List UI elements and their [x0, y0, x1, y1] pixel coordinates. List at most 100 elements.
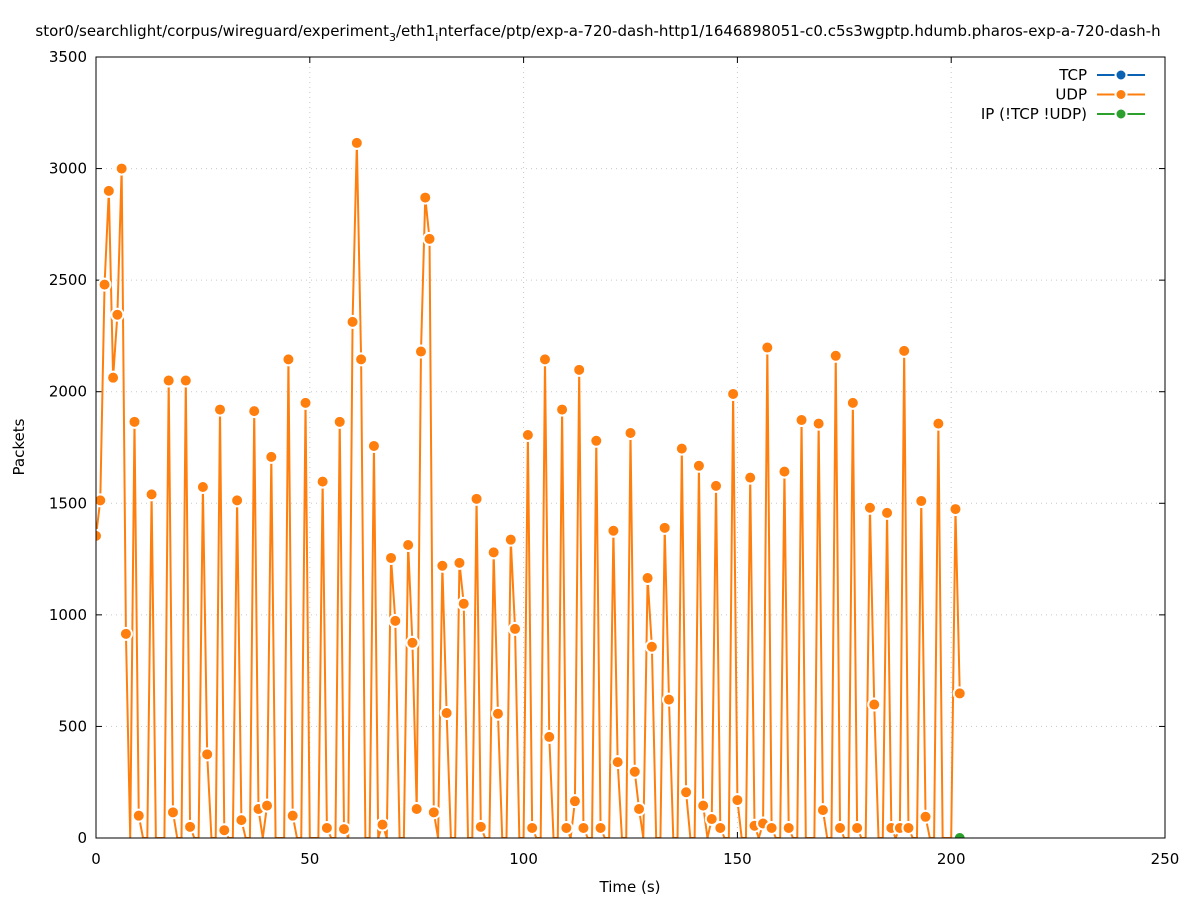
- udp-data-point: [247, 404, 262, 419]
- udp-data-point: [456, 596, 471, 611]
- udp-data-point: [815, 803, 830, 818]
- x-tick-label: 200: [937, 850, 966, 868]
- udp-data-point: [679, 785, 694, 800]
- udp-data-point: [97, 277, 112, 292]
- udp-data-point: [388, 613, 403, 628]
- y-tick-label: 2500: [49, 271, 87, 289]
- udp-data-point: [144, 487, 159, 502]
- udp-data-point: [366, 438, 381, 453]
- udp-data-point: [422, 231, 437, 246]
- udp-data-point: [537, 352, 552, 367]
- udp-data-point: [161, 373, 176, 388]
- udp-data-point: [713, 820, 728, 835]
- x-tick-label: 50: [300, 850, 319, 868]
- title-part: stor0/searchlight/corpus/wireguard/exper…: [35, 22, 389, 40]
- udp-data-point: [486, 545, 501, 560]
- udp-data-point: [106, 370, 121, 385]
- udp-data-point: [405, 635, 420, 650]
- udp-data-point: [850, 820, 865, 835]
- udp-data-point: [96, 528, 103, 543]
- udp-data-point: [555, 402, 570, 417]
- udp-data-point: [96, 493, 108, 508]
- legend-label-ip-tcp-udp: IP (!TCP !UDP): [981, 105, 1087, 123]
- udp-data-point: [337, 822, 352, 837]
- udp-data-point: [623, 425, 638, 440]
- udp-data-point: [632, 801, 647, 816]
- udp-data-point: [828, 348, 843, 363]
- udp-data-point: [469, 491, 484, 506]
- udp-data-point: [490, 706, 505, 721]
- udp-data-point: [332, 414, 347, 429]
- udp-data-point: [435, 558, 450, 573]
- udp-data-point: [127, 414, 142, 429]
- udp-data-point: [914, 494, 929, 509]
- udp-data-point: [610, 755, 625, 770]
- udp-data-point: [114, 161, 129, 176]
- x-tick-label: 250: [1151, 850, 1180, 868]
- udp-data-point: [401, 538, 416, 553]
- udp-data-point: [760, 340, 775, 355]
- udp-data-point: [319, 820, 334, 835]
- title-subscript: i: [435, 31, 438, 44]
- udp-data-point: [384, 550, 399, 565]
- udp-data-point: [375, 817, 390, 832]
- udp-data-point: [165, 805, 180, 820]
- x-tick-label: 150: [723, 850, 752, 868]
- udp-data-point: [781, 820, 796, 835]
- udp-data-point: [691, 458, 706, 473]
- udp-data-point: [178, 373, 193, 388]
- udp-data-point: [452, 555, 467, 570]
- udp-data-point: [931, 416, 946, 431]
- udp-data-point: [349, 135, 364, 150]
- y-axis-label: Packets: [10, 418, 28, 475]
- udp-data-point: [298, 395, 313, 410]
- legend-label-tcp: TCP: [1058, 66, 1087, 84]
- udp-data-point: [230, 493, 245, 508]
- udp-data-point: [880, 505, 895, 520]
- y-tick-label: 3500: [49, 48, 87, 66]
- udp-data-point: [354, 352, 369, 367]
- udp-data-point: [764, 820, 779, 835]
- legend-label-udp: UDP: [1055, 86, 1087, 104]
- udp-data-point: [730, 793, 745, 808]
- udp-data-point: [213, 402, 228, 417]
- chart-title: stor0/searchlight/corpus/wireguard/exper…: [35, 22, 1160, 44]
- udp-data-point: [520, 428, 535, 443]
- udp-data-point: [777, 464, 792, 479]
- udp-data-point: [576, 820, 591, 835]
- udp-data-point: [948, 502, 963, 517]
- udp-data-point: [345, 314, 360, 329]
- x-tick-label: 100: [509, 850, 538, 868]
- udp-data-point: [217, 823, 232, 838]
- y-tick-label: 3000: [49, 160, 87, 178]
- udp-data-point: [281, 352, 296, 367]
- udp-data-point: [525, 820, 540, 835]
- udp-data-point: [101, 183, 116, 198]
- udp-data-point: [542, 729, 557, 744]
- udp-data-point: [110, 307, 125, 322]
- legend-marker-udp: [1114, 88, 1128, 101]
- udp-data-point: [696, 798, 711, 813]
- udp-data-point: [644, 639, 659, 654]
- udp-data-point: [473, 819, 488, 834]
- plot-border: [95, 56, 1166, 839]
- udp-data-point: [572, 362, 587, 377]
- udp-data-point: [567, 794, 582, 809]
- y-tick-label: 2000: [49, 383, 87, 401]
- x-tick-label: 0: [91, 850, 101, 868]
- udp-data-point: [200, 747, 215, 762]
- title-part: /eth1: [396, 22, 435, 40]
- udp-data-point: [118, 626, 133, 641]
- udp-data-point: [559, 820, 574, 835]
- udp-data-point: [409, 801, 424, 816]
- udp-data-point: [704, 812, 719, 827]
- udp-data-point: [606, 523, 621, 538]
- udp-data-point: [315, 474, 330, 489]
- udp-data-point: [264, 449, 279, 464]
- udp-data-point: [418, 190, 433, 205]
- udp-data-point: [811, 416, 826, 431]
- y-tick-label: 500: [58, 717, 87, 735]
- udp-data-point: [413, 344, 428, 359]
